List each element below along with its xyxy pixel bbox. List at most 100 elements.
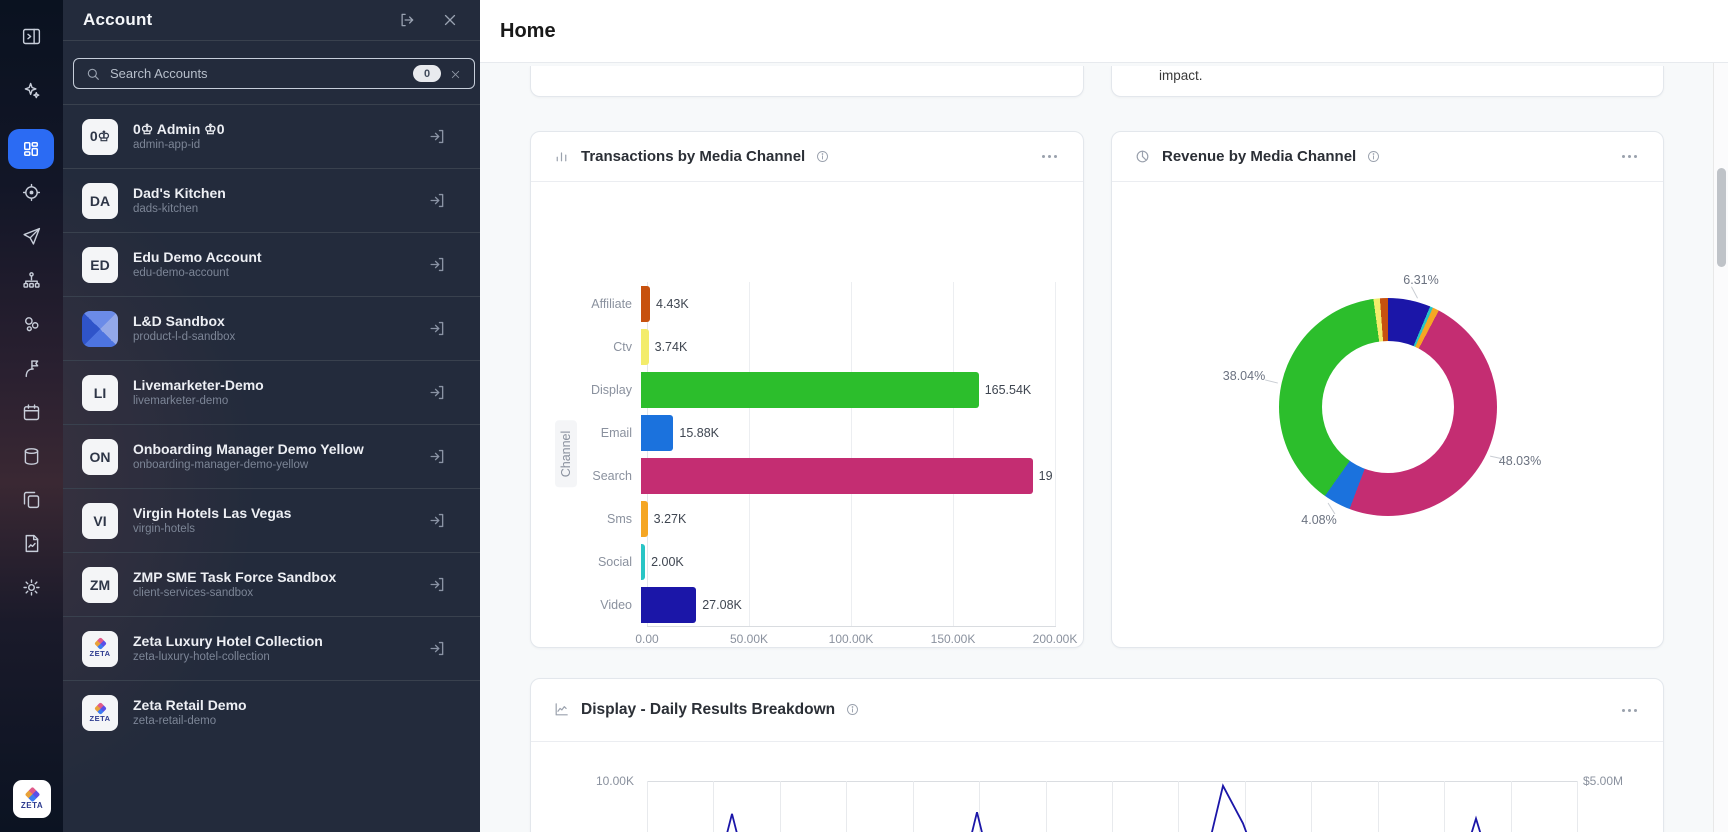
enter-account-icon[interactable] (428, 447, 448, 467)
account-avatar: VI (82, 502, 118, 539)
x-tick-label: 0.00 (635, 632, 659, 646)
scrollbar-thumb[interactable] (1717, 168, 1726, 267)
partial-card-left (530, 66, 1084, 97)
account-list-item[interactable]: L&D Sandbox product-l-d-sandbox (63, 297, 480, 361)
account-name: Virgin Hotels Las Vegas (133, 504, 292, 521)
enter-account-icon[interactable] (428, 383, 448, 403)
account-list-item[interactable]: ZETA Zeta Luxury Hotel Collection zeta-l… (63, 617, 480, 681)
zeta-logo-text: ZETA (20, 800, 44, 810)
bar-value-label: 3.27K (653, 511, 687, 526)
info-icon[interactable] (845, 702, 861, 718)
send-icon[interactable] (20, 224, 44, 248)
account-search-section: 0 (63, 41, 480, 105)
account-list-item[interactable]: ZETA Zeta Retail Demo zeta-retail-demo (63, 681, 480, 745)
bar (641, 457, 1033, 494)
bar-value-label: 4.43K (656, 296, 689, 311)
account-list-item[interactable]: ZM ZMP SME Task Force Sandbox client-ser… (63, 553, 480, 617)
account-avatar: LI (82, 374, 118, 411)
account-slug: zeta-luxury-hotel-collection (133, 650, 270, 663)
enter-account-icon[interactable] (428, 255, 448, 275)
close-icon[interactable] (440, 10, 460, 30)
daily-results-chart-card: Display - Daily Results Breakdown 10.00K… (530, 678, 1664, 832)
account-search-field[interactable]: 0 (73, 58, 475, 89)
account-list-item[interactable]: ON Onboarding Manager Demo Yellow onboar… (63, 425, 480, 489)
bar (641, 285, 651, 322)
leader-line (1265, 379, 1278, 384)
card-header: Display - Daily Results Breakdown (531, 679, 1663, 742)
account-list-item[interactable]: LI Livemarketer-Demo livemarketer-demo (63, 361, 480, 425)
clear-icon[interactable] (450, 67, 464, 81)
account-name: 0♔ Admin ♔0 (133, 120, 225, 137)
calendar-icon[interactable] (20, 400, 44, 424)
card-title: Revenue by Media Channel (1162, 148, 1357, 165)
enter-account-icon[interactable] (428, 191, 448, 211)
bar-category-label: Ctv (613, 339, 632, 354)
database-icon[interactable] (20, 444, 44, 468)
info-icon[interactable] (1366, 149, 1382, 165)
account-name: Onboarding Manager Demo Yellow (133, 440, 364, 457)
account-list-item[interactable]: 0♔ 0♔ Admin ♔0 admin-app-id (63, 105, 480, 169)
info-icon[interactable] (815, 149, 831, 165)
bar-rows: Affiliate 4.43K Ctv 3.74K Display 165.54… (531, 282, 1083, 626)
sparkles-icon[interactable] (20, 78, 44, 102)
account-slug: zeta-retail-demo (133, 715, 217, 727)
bar-category-label: Video (600, 597, 632, 612)
settings-icon[interactable] (20, 575, 44, 599)
journey-icon[interactable] (20, 356, 44, 380)
enter-account-icon[interactable] (428, 127, 448, 147)
account-list-item[interactable]: ED Edu Demo Account edu-demo-account (63, 233, 480, 297)
account-slug: onboarding-manager-demo-yellow (133, 458, 309, 471)
account-name: Zeta Luxury Hotel Collection (133, 632, 323, 649)
zeta-logo[interactable]: ZETA (13, 780, 51, 818)
account-name: Zeta Retail Demo (133, 697, 247, 713)
target-icon[interactable] (20, 180, 44, 204)
x-tick-label: 200.00K (1032, 632, 1078, 646)
ellipsis-menu-icon[interactable] (1618, 705, 1641, 716)
bar-chart-row: Affiliate 4.43K (531, 282, 1083, 325)
bubbles-icon[interactable] (20, 312, 44, 336)
card-title: Display - Daily Results Breakdown (581, 701, 836, 718)
search-input[interactable] (110, 66, 404, 81)
search-count-badge: 0 (413, 65, 441, 82)
card-header: Transactions by Media Channel (531, 132, 1083, 182)
account-avatar: ZM (82, 566, 118, 603)
account-list-item[interactable]: DA Dad's Kitchen dads-kitchen (63, 169, 480, 233)
dashboard-content: impact. Transactions by Media Channel (480, 63, 1728, 832)
sitemap-icon[interactable] (20, 268, 44, 292)
enter-account-icon[interactable] (428, 639, 448, 659)
logout-icon[interactable] (397, 10, 417, 30)
account-list: 0♔ 0♔ Admin ♔0 admin-app-id DA Dad's Kit… (63, 105, 480, 745)
donut-chart (1279, 298, 1497, 516)
nav-rail: ZETA (0, 0, 63, 832)
bar-value-label: 2.00K (651, 554, 684, 569)
account-name: Dad's Kitchen (133, 184, 226, 201)
scrollbar-track[interactable] (1713, 63, 1728, 832)
report-icon[interactable] (20, 531, 44, 555)
account-slug: product-l-d-sandbox (133, 330, 236, 343)
bar-chart-row: Display 165.54K (531, 368, 1083, 411)
bar-chart-row: Search 19 (531, 454, 1083, 497)
x-axis-line (647, 626, 1056, 627)
y-axis-label: Channel (555, 420, 577, 488)
account-slug: livemarketer-demo (133, 394, 229, 407)
nav-item-dashboard[interactable] (8, 129, 54, 169)
line-series (726, 783, 1482, 832)
enter-account-icon[interactable] (428, 319, 448, 339)
bar (641, 328, 649, 365)
ellipsis-menu-icon[interactable] (1618, 151, 1641, 162)
account-name: Livemarketer-Demo (133, 376, 264, 393)
account-slug: admin-app-id (133, 138, 201, 151)
search-icon (87, 68, 99, 80)
ellipsis-menu-icon[interactable] (1038, 151, 1061, 162)
enter-account-icon[interactable] (428, 575, 448, 595)
bar-value-label: 27.08K (702, 597, 742, 612)
bar-category-label: Email (600, 425, 632, 440)
account-avatar: ZETA (82, 695, 118, 731)
copy-icon[interactable] (20, 487, 44, 511)
bar-chart-row: Ctv 3.74K (531, 325, 1083, 368)
sidebar-toggle-icon[interactable] (20, 24, 44, 48)
card-header: Revenue by Media Channel (1112, 132, 1663, 182)
enter-account-icon[interactable] (428, 511, 448, 531)
account-list-item[interactable]: VI Virgin Hotels Las Vegas virgin-hotels (63, 489, 480, 553)
account-avatar: ZETA (82, 630, 118, 667)
